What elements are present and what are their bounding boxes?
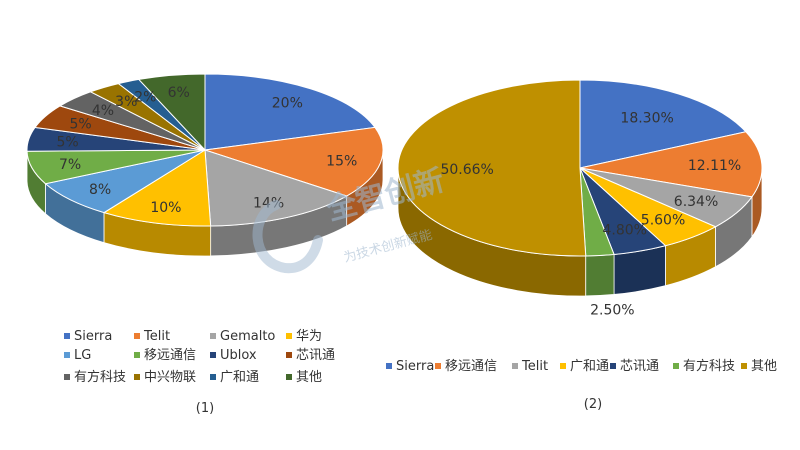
pie1-data-label-0: 20% <box>272 95 303 111</box>
pie1-data-label-6: 5% <box>56 135 78 151</box>
pie1-data-label-11: 6% <box>168 85 190 101</box>
legend1-swatch-0 <box>64 333 70 339</box>
legend2-label-0: Sierra <box>396 359 434 374</box>
pie1-data-label-8: 4% <box>92 103 114 119</box>
pie2-data-label-0: 18.30% <box>620 111 673 127</box>
pie1-slice-2 <box>204 149 348 227</box>
pie2-data-label-5: 2.50% <box>590 303 634 319</box>
pie1-data-label-3: 10% <box>150 200 181 216</box>
legend1-swatch-11 <box>286 374 292 380</box>
legend1-swatch-5 <box>134 352 140 358</box>
legend1-label-6: Ublox <box>220 348 257 363</box>
legend2-swatch-1 <box>435 363 441 369</box>
pie2-data-label-6: 50.66% <box>440 162 493 178</box>
pie2-data-label-2: 6.34% <box>674 194 718 210</box>
legend1-swatch-9 <box>134 374 140 380</box>
legend1-swatch-10 <box>210 374 216 380</box>
legend2-swatch-2 <box>512 363 518 369</box>
legend2-swatch-4 <box>610 363 616 369</box>
legend1-swatch-8 <box>64 374 70 380</box>
legend1-swatch-6 <box>210 352 216 358</box>
pie1-data-label-10: 2% <box>134 89 156 105</box>
pie1-slice-3 <box>102 149 212 227</box>
legend1-label-9: 中兴物联 <box>144 370 196 385</box>
legend1-swatch-1 <box>134 333 140 339</box>
pie2-slice-6 <box>397 79 587 257</box>
pie1-slice-1 <box>204 126 384 197</box>
watermark-logo-icon <box>252 200 323 274</box>
legend1-label-11: 其他 <box>296 370 322 385</box>
legend1-label-10: 广和通 <box>220 370 259 385</box>
legend1-label-1: Telit <box>143 329 170 344</box>
legend2-label-6: 其他 <box>751 359 777 374</box>
legend2-swatch-5 <box>673 363 679 369</box>
pie1-slice-0 <box>204 73 376 151</box>
pie1-data-label-5: 7% <box>59 157 81 173</box>
legend1-swatch-2 <box>210 333 216 339</box>
caption-chart-2: (2) <box>584 397 602 412</box>
caption-chart-1: (1) <box>196 401 214 416</box>
legend1-label-4: LG <box>74 348 91 363</box>
pie-chart-2: 18.30% 12.11% 6.34% 5.60%4.80% 2.50% 50.66% <box>397 79 763 319</box>
legend2-label-2: Telit <box>521 359 548 374</box>
pie2-side-5 <box>585 254 615 297</box>
legend1-label-5: 移远通信 <box>144 348 196 363</box>
pie2-data-label-3: 5.60% <box>641 212 685 228</box>
legend1-swatch-7 <box>286 352 292 358</box>
pie2-data-label-4: 4.80% <box>602 222 646 238</box>
pie1-data-label-4: 8% <box>89 182 111 198</box>
pie-chart-1: 20%15%14%10%8%7%5%5%4%3%2% 6% <box>26 73 384 257</box>
pie1-data-label-7: 5% <box>69 117 91 133</box>
pie1-slice-4 <box>44 149 206 214</box>
legend2-label-1: 移远通信 <box>445 359 497 374</box>
pie1-data-label-9: 3% <box>115 94 137 110</box>
legend2-label-5: 有方科技 <box>683 358 735 374</box>
legend1-label-3: 华为 <box>296 329 322 344</box>
legend1-label-7: 芯讯通 <box>296 348 335 363</box>
legend1-label-8: 有方科技 <box>74 369 126 385</box>
legend2-swatch-3 <box>560 363 566 369</box>
pie2-data-label-1: 12.11% <box>688 158 741 174</box>
legend2-label-3: 广和通 <box>570 359 609 374</box>
pie1-data-label-1: 15% <box>326 153 357 169</box>
legend2-label-4: 芯讯通 <box>620 359 659 374</box>
legend1-label-0: Sierra <box>74 329 112 344</box>
legend1-label-2: Gemalto <box>220 329 275 344</box>
pie1-slice-11 <box>137 73 206 152</box>
legend1-swatch-4 <box>64 352 70 358</box>
pie2-slice-0 <box>579 79 747 169</box>
legend1-swatch-3 <box>286 333 292 339</box>
legend-chart-2: Sierra 移远通信 Telit 广和通 芯讯通 有方科技 其他 <box>386 358 777 374</box>
pie2-slice-1 <box>579 131 763 198</box>
legend2-swatch-0 <box>386 363 392 369</box>
legend2-swatch-6 <box>741 363 747 369</box>
